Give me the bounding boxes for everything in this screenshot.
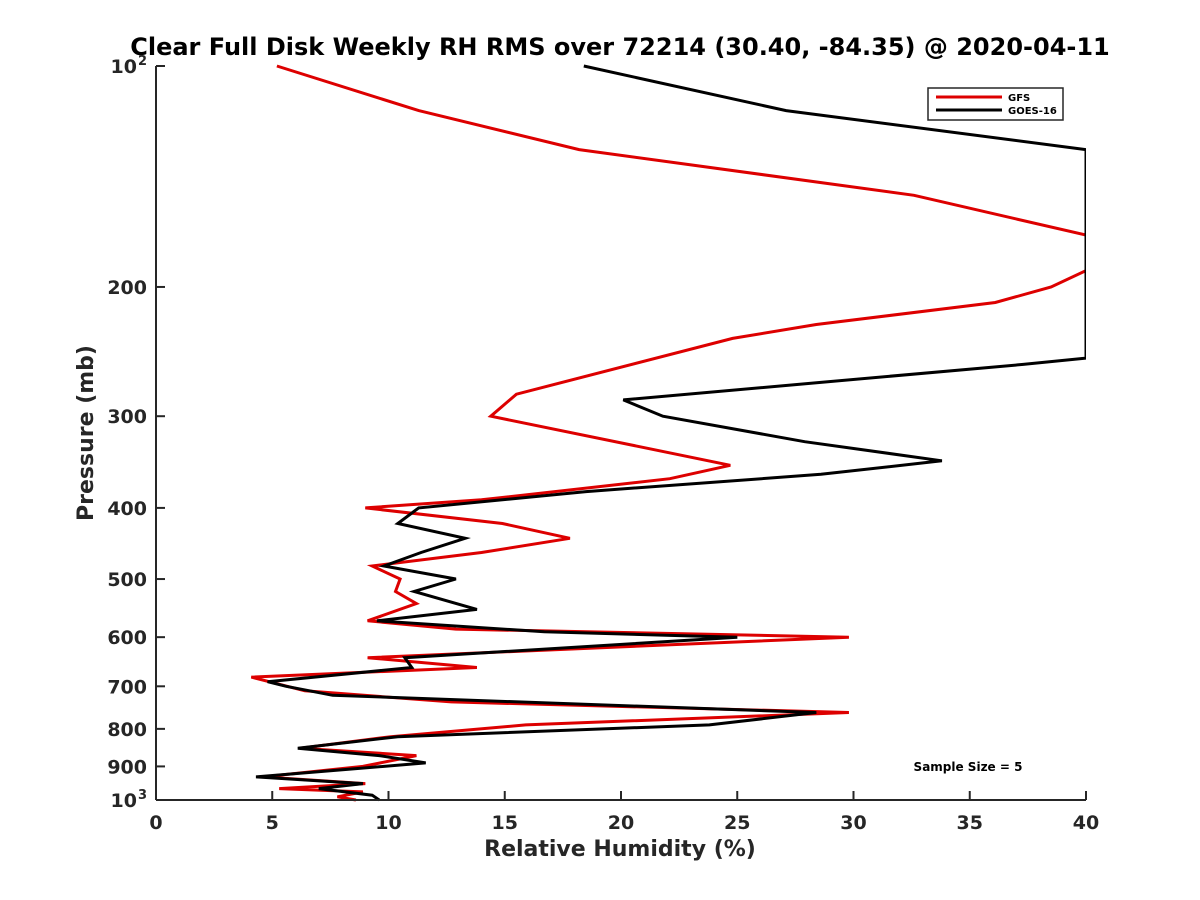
y-tick-exponent: 3	[138, 788, 147, 803]
chart-title: Clear Full Disk Weekly RH RMS over 72214…	[130, 33, 1110, 61]
y-tick-label: 600	[107, 627, 147, 649]
y-tick-label: 700	[107, 676, 147, 698]
series-layer	[250, 64, 1086, 802]
y-tick-label: 200	[107, 277, 147, 299]
legend-label: GFS	[1008, 93, 1030, 104]
y-tick-exponent: 2	[138, 54, 147, 69]
x-tick-label: 10	[375, 812, 401, 834]
x-tick-label: 15	[492, 812, 518, 834]
series-line-gfs	[250, 64, 1086, 802]
y-tick-label: 10	[111, 790, 137, 812]
y-tick-label: 10	[111, 56, 137, 78]
legend-label: GOES-16	[1008, 106, 1057, 117]
y-tick-label: 300	[107, 406, 147, 428]
x-tick-label: 0	[149, 812, 162, 834]
x-tick-label: 30	[840, 812, 866, 834]
x-tick-label: 35	[957, 812, 983, 834]
y-tick-label: 800	[107, 719, 147, 741]
x-tick-label: 20	[608, 812, 634, 834]
legend: GFS GOES-16	[927, 87, 1064, 121]
y-tick-label: 400	[107, 498, 147, 520]
y-tick-label: 500	[107, 569, 147, 591]
legend-box	[927, 87, 1064, 121]
sample-size-annotation: Sample Size = 5	[914, 760, 1023, 774]
x-tick-label: 40	[1073, 812, 1099, 834]
y-tick-label: 900	[107, 756, 147, 778]
x-tick-label: 5	[266, 812, 279, 834]
series-line-goes-16	[255, 64, 1086, 802]
y-axis-label: Pressure (mb)	[74, 345, 99, 521]
x-axis-label: Relative Humidity (%)	[484, 837, 756, 862]
x-tick-label: 25	[724, 812, 750, 834]
